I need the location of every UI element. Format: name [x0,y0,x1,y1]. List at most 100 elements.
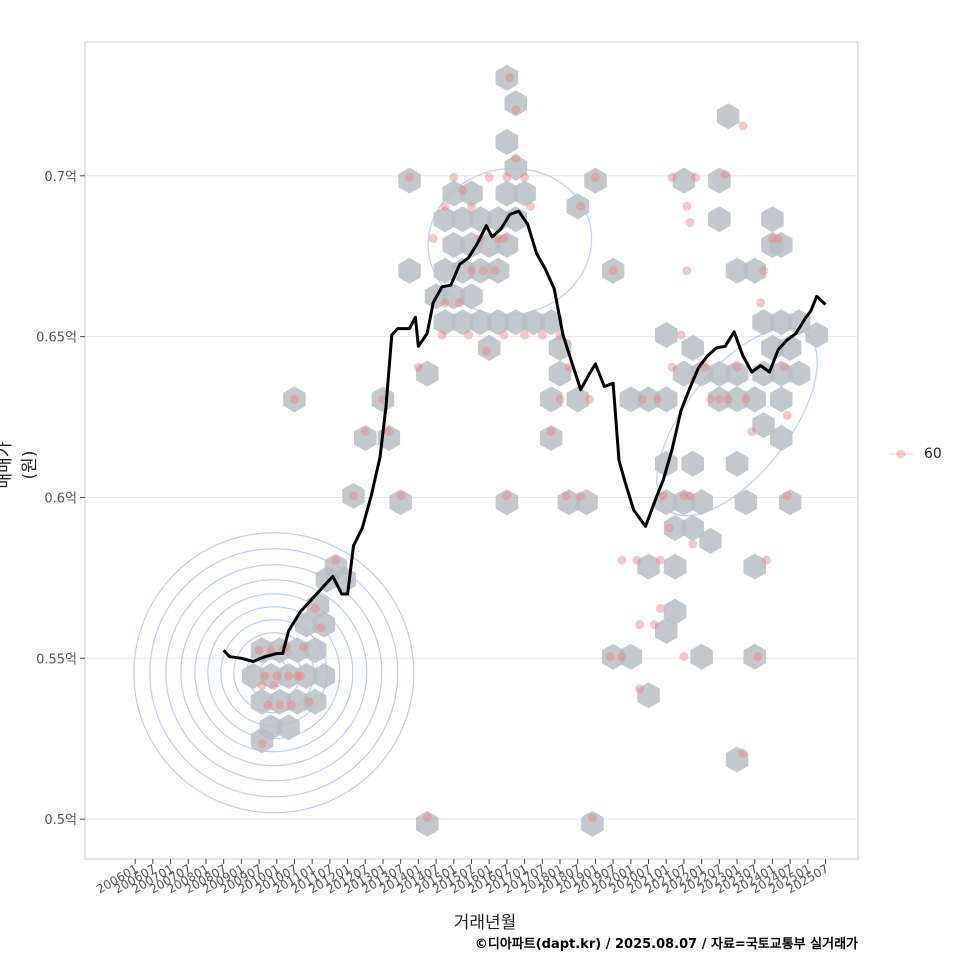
data-point [676,330,686,340]
hexbin [681,450,704,477]
hexbin-layer [241,64,828,837]
data-point [762,555,772,565]
data-point [682,201,692,211]
hexbin [619,643,643,670]
hexbin [477,232,501,258]
data-point [505,73,515,83]
hexbin [581,810,604,837]
data-point [287,700,297,710]
y-axis: 0.5억 0.55억 0.6억 0.65억 0.7억 [36,170,85,828]
data-point [555,394,565,404]
data-point [467,266,476,276]
data-point [490,266,500,276]
y-axis-title: 매매가(원) [0,441,40,489]
data-point [705,394,715,404]
hexbin [672,489,696,516]
hexbin [398,167,421,194]
data-point [691,172,701,182]
hexbin [752,412,775,439]
hexbin [655,450,678,477]
hexbin [655,322,678,348]
data-point [413,362,423,372]
data-point [585,394,595,404]
hexbin [663,515,687,541]
data-point [440,298,450,308]
hexbin [655,489,678,516]
hexbin [787,309,811,336]
hexbin [601,257,625,284]
data-point [292,671,302,681]
data-point [732,362,742,372]
x-axis-title: 거래년월 [453,913,517,933]
data-point [667,172,677,182]
data-point [723,394,733,404]
hexbin [663,598,687,625]
legend-key [889,449,913,459]
hexbin [601,643,625,670]
data-point [484,172,494,182]
data-point [773,234,783,244]
hexbin [699,527,722,554]
hexbin [504,90,527,117]
data-point [511,105,521,115]
hexbin [787,360,811,387]
data-point [455,298,465,308]
hexbin [770,309,793,336]
legend-label: 60 [924,446,942,462]
hexbin [295,663,318,689]
hexbin [433,309,457,336]
hexbin [725,450,749,477]
hexbin [433,206,457,233]
grid-lines [85,175,858,820]
data-point [499,234,509,244]
trend-layer [222,209,827,663]
data-point [360,427,370,437]
hexbin [495,64,519,91]
hexbin [734,489,758,516]
hexbin [451,206,474,233]
points-layer [254,73,792,823]
hexbin [303,688,327,715]
data-point [720,169,730,179]
data-point [467,201,476,211]
data-point [652,394,662,404]
data-point [779,362,789,372]
data-point [576,491,586,501]
hexbin [495,489,519,516]
hexbin [250,688,274,715]
data-point [741,394,751,404]
density-contour [180,579,368,767]
data-point [449,172,459,182]
data-point [655,555,665,565]
density-contour [133,532,415,814]
hexbin [504,154,527,181]
hexbin [708,206,731,233]
data-point [272,671,282,681]
data-point [576,201,586,211]
legend: 60 [888,446,942,462]
y-tick-label: 0.6억 [44,491,77,506]
hexbin [770,386,793,413]
data-point [526,201,536,211]
hexbin [770,425,793,451]
data-point [502,491,512,501]
data-point [617,555,627,565]
hexbin [690,643,713,670]
hexbin [451,309,474,336]
hexbin [416,360,439,387]
hexbin [268,688,291,715]
data-point [738,121,748,131]
data-point [635,620,645,630]
data-point [275,700,285,710]
y-tick-label: 0.65억 [36,331,77,346]
data-point [782,410,792,420]
data-point [782,491,792,501]
hexbin [442,283,466,310]
data-point [284,671,294,681]
data-point [481,346,491,356]
hexbin [442,232,466,258]
data-point [714,394,724,404]
hexbin [584,167,607,194]
data-point [561,491,571,501]
